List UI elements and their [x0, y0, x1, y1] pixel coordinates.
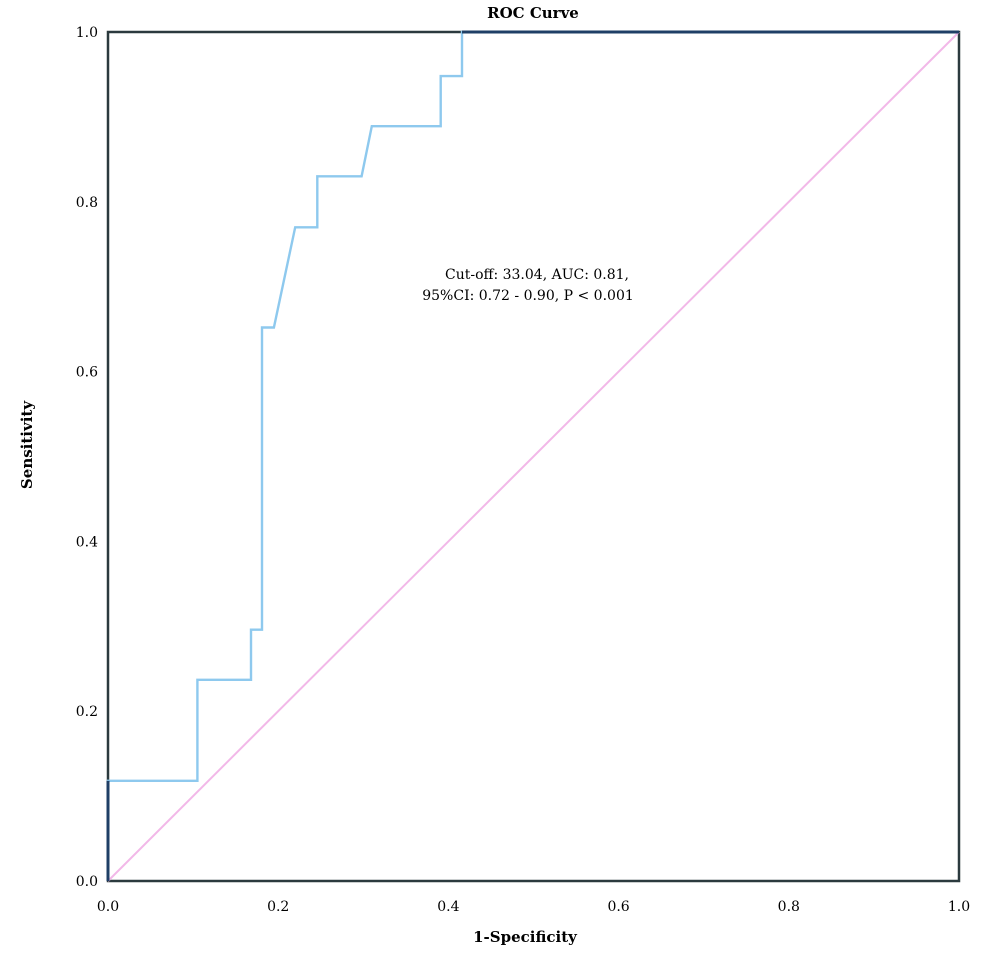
y-tick-labels: 0.0 0.2 0.4 0.6 0.8 1.0	[76, 25, 98, 890]
x-tick-label: 1.0	[948, 899, 970, 915]
y-tick-label: 0.2	[76, 704, 98, 720]
x-axis-label: 1-Specificity	[473, 928, 578, 946]
annotation-line-2: 95%CI: 0.72 - 0.90, P < 0.001	[422, 288, 634, 304]
roc-curve-line	[106, 30, 959, 881]
y-tick-label: 0.4	[76, 534, 98, 550]
y-tick-label: 0.0	[76, 874, 98, 890]
x-tick-label: 0.4	[437, 899, 459, 915]
y-tick-label: 0.8	[76, 195, 98, 211]
series-layer	[106, 30, 960, 882]
chart-title: ROC Curve	[487, 4, 579, 22]
y-axis-label: Sensitivity	[18, 400, 36, 489]
y-tick-label: 0.6	[76, 365, 98, 381]
x-tick-label: 0.2	[267, 899, 289, 915]
x-tick-label: 0.6	[607, 899, 629, 915]
reference-diagonal-line	[107, 31, 960, 882]
x-tick-labels: 0.0 0.2 0.4 0.6 0.8 1.0	[97, 899, 970, 915]
y-tick-label: 1.0	[76, 25, 98, 41]
annotation-line-1: Cut-off: 33.04, AUC: 0.81,	[445, 267, 629, 283]
x-tick-label: 0.8	[778, 899, 800, 915]
x-tick-label: 0.0	[97, 899, 119, 915]
